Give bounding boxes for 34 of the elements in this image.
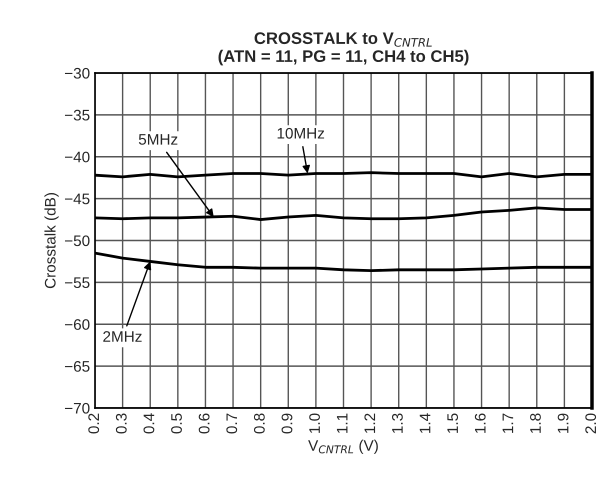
x-tick-label: 1.1 [336, 414, 348, 433]
y-tick-label: −70 [64, 402, 90, 414]
y-tick-label: −35 [64, 110, 90, 121]
x-tick-label: 2.0 [585, 413, 596, 434]
x-tick-label: 1.5 [447, 414, 458, 433]
x-tick-label: 0.5 [171, 414, 182, 434]
x-tick-label: 1.4 [420, 413, 430, 433]
x-tick-label: 1.7 [502, 414, 514, 433]
y-tick-label: −65 [64, 360, 90, 372]
annotation: 5MHz [138, 134, 178, 145]
x-tick-label: 0.7 [226, 414, 238, 434]
x-tick-label: 0.8 [254, 414, 265, 434]
annotation: 2MHz [103, 331, 142, 342]
x-tick-label: 1.6 [474, 414, 486, 433]
y-tick-label: −55 [64, 277, 90, 288]
x-tick-label: 0.3 [116, 414, 127, 434]
x-tick-label: 0.9 [282, 414, 292, 434]
x-tick-label: 1.0 [309, 413, 320, 433]
y-tick-label: −50 [64, 235, 90, 246]
x-tick-label: 1.9 [558, 414, 568, 433]
y-axis-title: Crosstalk (dB) [44, 193, 59, 288]
x-axis-title: V$_{CNTRL}$ (V) [308, 440, 378, 454]
x-tick-label: 1.2 [364, 414, 376, 433]
y-tick-label: −30 [64, 68, 90, 79]
x-tick-label: 1.8 [530, 414, 541, 433]
annotation: 10MHz [278, 128, 324, 139]
x-tick-label: 0.2 [88, 414, 100, 434]
x-tick-label: 0.6 [198, 414, 210, 434]
y-tick-label: −60 [64, 319, 90, 330]
y-tick-label: −40 [64, 152, 90, 162]
y-tick-label: −45 [64, 194, 90, 204]
chart-title: CROSSTALK to V$_{CNTRL}$ (ATN = 11, PG = 11, CH4 to CH5) [218, 32, 468, 66]
x-tick-label: 0.4 [144, 413, 154, 434]
x-tick-label: 1.3 [392, 414, 403, 433]
